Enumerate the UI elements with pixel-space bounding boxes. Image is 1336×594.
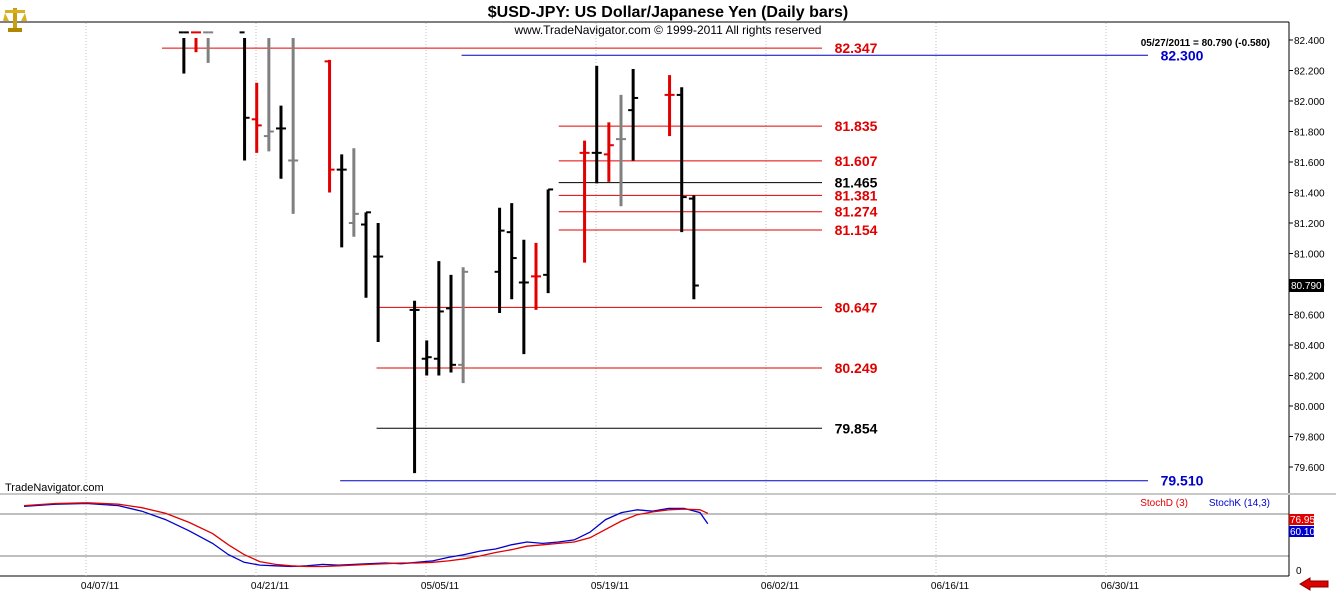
ohlc-bar: [603, 122, 614, 182]
last-quote-text: 05/27/2011 = 80.790 (-0.580): [1141, 38, 1270, 49]
ohlc-bar: [616, 94, 626, 207]
price-tick-label: 81.000: [1294, 250, 1325, 261]
ohlc-bar: [518, 239, 529, 355]
ohlc-bar: [409, 300, 420, 474]
ohlc-bar: [688, 195, 699, 300]
ohlc-bar: [361, 211, 371, 298]
stochd-value-box: [1289, 514, 1314, 525]
ohlc-bar: [506, 203, 517, 300]
current-price-box: [1289, 279, 1324, 292]
level-label: 81.465: [835, 175, 878, 191]
level-label: 80.249: [835, 360, 878, 376]
ohlc-bar: [288, 38, 299, 214]
ohlc-bar: [251, 82, 262, 153]
level-label: 82.347: [835, 40, 878, 56]
price-tick-label: 81.800: [1294, 128, 1325, 139]
level-label: 81.381: [835, 187, 878, 203]
level-label: 81.607: [835, 153, 878, 169]
x-axis-label: 06/02/11: [761, 581, 800, 592]
price-tick-label: 80.400: [1294, 341, 1325, 352]
stochd-value: 76.95: [1290, 515, 1315, 526]
price-tick-label: 81.200: [1294, 219, 1325, 230]
ohlc-bar: [203, 31, 214, 63]
ohlc-bar: [531, 242, 541, 310]
ohlc-bar: [336, 154, 347, 248]
level-label: 79.510: [1161, 473, 1204, 489]
ohlc-bar: [373, 223, 384, 342]
stochd-legend: StochD (3): [1140, 498, 1188, 509]
price-tick-label: 80.200: [1294, 372, 1325, 383]
ohlc-bar: [191, 31, 201, 53]
level-label: 81.835: [835, 118, 878, 134]
price-tick-label: 82.200: [1294, 67, 1325, 78]
level-label: 80.647: [835, 299, 878, 315]
price-tick-label: 81.600: [1294, 158, 1325, 169]
x-axis-label: 04/21/11: [251, 581, 290, 592]
level-label: 82.300: [1161, 47, 1204, 63]
stoch-zero-label: 0: [1296, 566, 1302, 577]
ohlc-bar: [324, 59, 335, 193]
ohlc-bar: [276, 105, 286, 179]
ohlc-bar: [494, 207, 505, 313]
ohlc-bar: [543, 188, 554, 294]
price-tick-label: 80.000: [1294, 402, 1325, 413]
ohlc-bar: [628, 68, 639, 161]
chart-title: $USD-JPY: US Dollar/Japanese Yen (Daily …: [488, 4, 848, 21]
price-tick-label: 79.800: [1294, 433, 1325, 444]
x-axis-label: 05/19/11: [591, 581, 630, 592]
ohlc-bar: [591, 65, 602, 184]
ohlc-bar: [178, 31, 189, 74]
vertical-gridlines: [85, 23, 1107, 576]
ohlc-bar: [664, 75, 675, 137]
stochastic-pane: [0, 502, 1289, 568]
level-label: 79.854: [835, 420, 878, 436]
x-axis-label: 05/05/11: [421, 581, 460, 592]
x-axis-label: 06/30/11: [1101, 581, 1140, 592]
ohlc-bar: [579, 140, 590, 263]
ohlc-bar: [433, 261, 444, 376]
time-axis-labels: 04/07/11 04/21/11 05/05/11 05/19/11 06/02/11…: [81, 581, 1140, 592]
stochk-value-box: [1289, 526, 1314, 537]
price-tick-label: 82.000: [1294, 97, 1325, 108]
level-lines: 82.347 82.300 81.835 81.607 81.46581.38181.2…: [162, 40, 1204, 489]
ohlc-bar: [421, 340, 432, 376]
level-label: 81.154: [835, 222, 878, 238]
price-tick-label: 82.400: [1294, 36, 1325, 47]
scales-logo-icon[interactable]: [3, 8, 27, 32]
ohlc-bar: [239, 31, 250, 161]
level-label: 81.274: [835, 204, 878, 220]
brand-label: TradeNavigator.com: [5, 482, 104, 494]
ohlc-bar: [676, 87, 687, 233]
stochd-line: [23, 502, 709, 568]
price-axis-ticks: 82.400 82.200 82.000 81.800 81.600 81.400 81.2…: [1289, 36, 1325, 474]
price-tick-label: 81.400: [1294, 189, 1325, 200]
current-price-label: 80.790: [1291, 281, 1322, 292]
copyright-text: www.TradeNavigator.com © 1999-2011 All r…: [514, 23, 822, 37]
x-axis-label: 04/07/11: [81, 581, 120, 592]
ohlc-bar: [446, 274, 456, 373]
price-tick-label: 80.600: [1294, 311, 1325, 322]
ohlc-bar: [348, 148, 359, 237]
price-bars: [178, 31, 699, 474]
ohlc-bar: [458, 267, 469, 384]
ohlc-bar: [263, 38, 274, 152]
x-axis-label: 06/16/11: [931, 581, 970, 592]
back-arrow-icon[interactable]: [1299, 577, 1329, 591]
stochk-value: 60.10: [1290, 527, 1315, 538]
price-tick-label: 79.600: [1294, 463, 1325, 474]
stochk-legend: StochK (14,3): [1209, 498, 1270, 509]
